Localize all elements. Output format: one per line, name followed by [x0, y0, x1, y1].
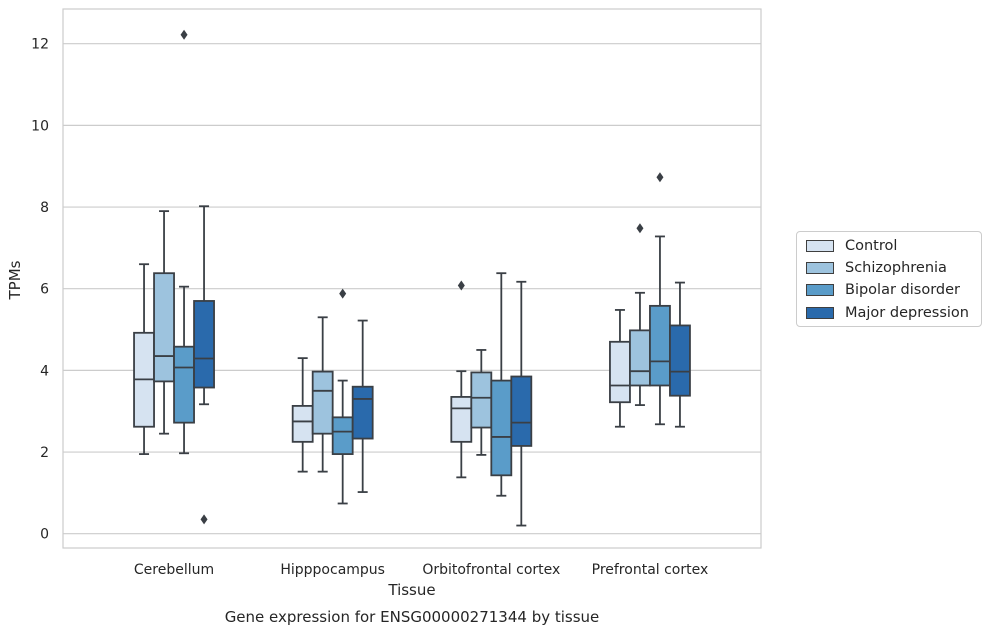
box-group	[153, 210, 175, 435]
plot-frame	[62, 8, 762, 549]
box-group	[291, 357, 314, 473]
legend-swatch	[806, 284, 834, 296]
box	[311, 370, 334, 435]
box-group	[669, 281, 691, 428]
y-tick-label: 0	[40, 527, 49, 543]
y-tick-label: 12	[31, 37, 49, 53]
box-group	[450, 280, 473, 479]
y-tick-label: 4	[40, 363, 49, 379]
box	[173, 345, 195, 424]
box-group	[311, 316, 334, 473]
box	[629, 329, 651, 387]
x-tick-label: Hipppocampus	[280, 562, 385, 578]
x-axis-label: Tissue	[387, 581, 435, 599]
outlier-point	[636, 223, 644, 234]
box-group	[331, 288, 354, 505]
box	[153, 272, 175, 383]
box	[649, 304, 671, 387]
box	[470, 371, 493, 429]
legend-swatch	[806, 240, 834, 252]
chart-caption: Gene expression for ENSG00000271344 by t…	[225, 608, 600, 626]
box-group	[173, 29, 195, 455]
box	[193, 300, 215, 389]
legend-item-schizophrenia: Schizophrenia	[806, 259, 947, 277]
legend-swatch	[806, 307, 834, 319]
box-series	[133, 29, 691, 527]
legend-label: Control	[845, 238, 898, 254]
x-tick-labels: Cerebellum Hipppocampus Orbitofrontal cort…	[134, 562, 708, 578]
box-group	[470, 349, 493, 456]
y-tick-label: 10	[31, 118, 49, 134]
box	[450, 396, 473, 443]
x-tick-label: Prefrontal cortex	[592, 562, 709, 578]
outlier-point	[180, 29, 188, 40]
y-tick-label: 8	[40, 200, 49, 216]
box-group	[649, 172, 671, 426]
outlier-point	[457, 280, 465, 291]
y-tick-labels: 0 2 4 6 8 10 12	[31, 37, 49, 543]
box-group	[609, 309, 631, 428]
legend-label: Major depression	[845, 305, 969, 321]
box-group	[351, 319, 374, 493]
y-axis-label: TPMs	[6, 260, 24, 300]
box	[609, 340, 631, 404]
outlier-point	[656, 172, 664, 183]
box-group	[193, 205, 215, 525]
box	[351, 385, 374, 440]
box	[490, 379, 513, 477]
legend-label: Bipolar disorder	[845, 282, 960, 298]
box	[669, 324, 691, 397]
outlier-point	[200, 514, 208, 525]
legend-label: Schizophrenia	[845, 260, 947, 276]
legend-swatch	[806, 262, 834, 274]
outlier-point	[339, 288, 347, 299]
y-tick-label: 2	[40, 445, 49, 461]
y-tick-label: 6	[40, 282, 49, 298]
box	[291, 404, 314, 443]
box	[331, 416, 354, 455]
legend: Control Schizophrenia Bipolar disorder M…	[796, 231, 982, 327]
box-group	[490, 272, 513, 497]
box-group	[510, 280, 533, 527]
box-group	[629, 223, 651, 406]
box	[510, 375, 533, 447]
legend-item-control: Control	[806, 237, 897, 255]
legend-item-major-depression: Major depression	[806, 304, 969, 322]
x-tick-label: Cerebellum	[134, 562, 214, 578]
legend-item-bipolar-disorder: Bipolar disorder	[806, 281, 960, 299]
x-tick-label: Orbitofrontal cortex	[422, 562, 560, 578]
box-group	[133, 263, 155, 455]
